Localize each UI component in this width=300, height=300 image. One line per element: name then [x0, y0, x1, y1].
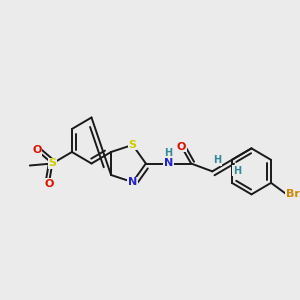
Text: S: S: [48, 158, 56, 169]
Text: O: O: [32, 145, 41, 155]
Text: O: O: [44, 179, 53, 189]
Text: H: H: [164, 148, 172, 158]
Text: N: N: [164, 158, 173, 169]
Text: H: H: [233, 166, 241, 176]
Text: N: N: [128, 177, 137, 187]
Text: O: O: [177, 142, 186, 152]
Text: S: S: [129, 140, 136, 150]
Text: Br: Br: [286, 189, 299, 200]
Text: H: H: [213, 155, 221, 165]
